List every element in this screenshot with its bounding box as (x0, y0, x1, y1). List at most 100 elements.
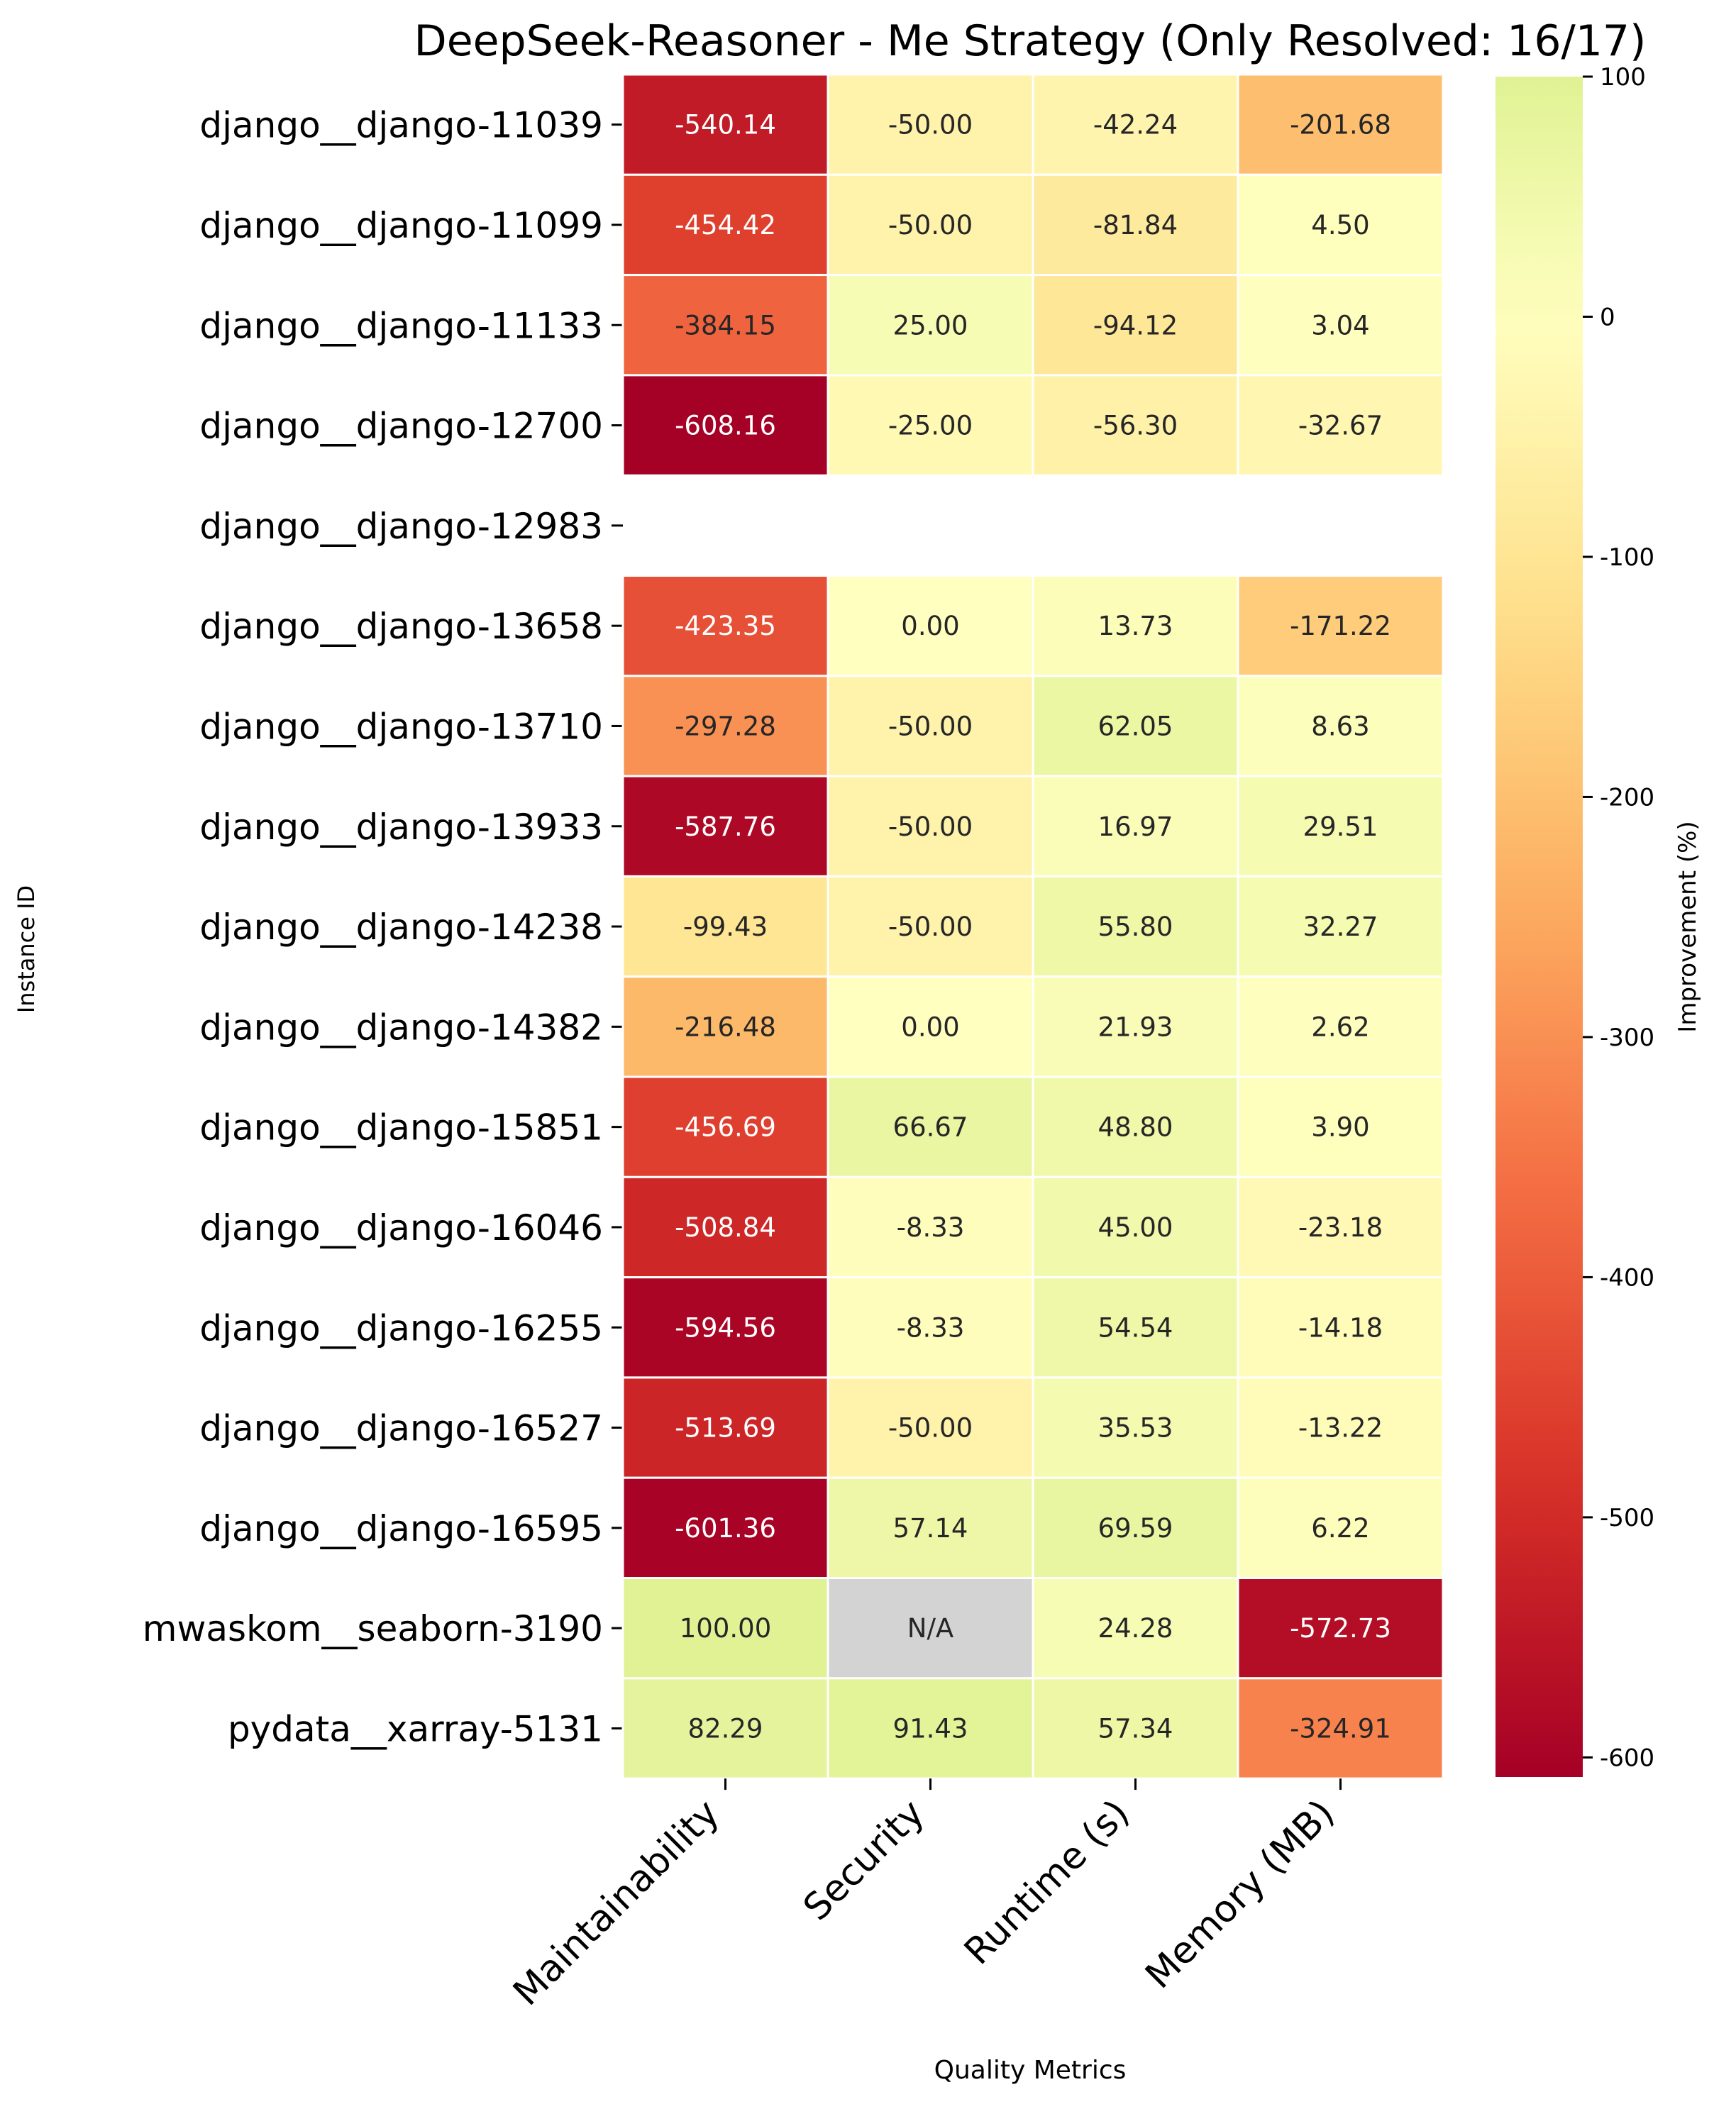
cell-value-label: -50.00 (888, 812, 973, 842)
row-label: django__django-11099 (199, 205, 603, 246)
cell-value-label: -94.12 (1093, 310, 1178, 341)
heatmap-cell (1032, 173, 1239, 277)
chart-title: DeepSeek-Reasoner - Me Strategy (Only Re… (414, 16, 1647, 66)
colorbar-tick-label: -300 (1600, 1024, 1654, 1052)
heatmap-cell (1237, 274, 1444, 377)
colorbar-tick-label: -100 (1600, 543, 1654, 572)
cell-value-label: -8.33 (897, 1212, 965, 1243)
cell-value-label: -50.00 (888, 210, 973, 240)
cell-value-label: -99.43 (683, 912, 768, 942)
cell-value-label: 69.59 (1098, 1513, 1173, 1544)
row-label: django__django-15851 (199, 1107, 603, 1148)
y-axis-title: Instance ID (13, 885, 40, 1013)
row-label: django__django-13658 (199, 606, 603, 647)
heatmap-cell (621, 975, 829, 1078)
heatmap-cell (826, 1276, 1034, 1379)
row-label: django__django-16046 (199, 1207, 603, 1249)
cell-value-label: -171.22 (1290, 611, 1391, 641)
cell-value-label: 29.51 (1303, 812, 1378, 842)
cell-value-label: 35.53 (1098, 1413, 1173, 1444)
cell-value-label: 0.00 (901, 611, 959, 641)
cell-value-label: -216.48 (675, 1012, 776, 1042)
cell-value-label: 6.22 (1311, 1513, 1369, 1544)
cell-value-label: -32.67 (1298, 411, 1383, 441)
colorbar-tick-label: -600 (1600, 1744, 1654, 1772)
heatmap-cell (1032, 1075, 1239, 1178)
colorbar: 100 0 -100 -200 -300 -400 -500 -600 Improvement … (1495, 63, 1702, 1777)
row-label: django__django-13710 (199, 706, 603, 747)
heatmap-cell (621, 374, 829, 477)
cell-value-label: 82.29 (688, 1713, 763, 1744)
column-labels: Maintainability Security Runtime (s) Memory… (505, 1792, 1342, 2014)
column-label: Memory (MB) (1137, 1792, 1342, 1997)
heatmap-cell (1032, 1276, 1239, 1379)
column-label: Security (795, 1792, 932, 1929)
colorbar-label: Improvement (%) (1674, 821, 1702, 1032)
row-label: django__django-11133 (199, 305, 603, 346)
column-label: Runtime (s) (956, 1792, 1138, 1974)
cell-value-label: -572.73 (1290, 1613, 1391, 1644)
row-label: mwaskom__seaborn-3190 (143, 1608, 603, 1649)
cell-value-label: -50.00 (888, 1413, 973, 1444)
cell-value-label: 13.73 (1098, 611, 1173, 641)
heatmap-cell (621, 1376, 829, 1479)
cell-value-label: -540.14 (675, 110, 776, 140)
colorbar-tick-label: -500 (1600, 1504, 1654, 1532)
colorbar-tick-label: 100 (1600, 63, 1646, 92)
heatmap-cell (621, 1577, 829, 1680)
cell-value-label: -324.91 (1290, 1713, 1391, 1744)
row-label: django__django-16595 (199, 1508, 603, 1549)
x-axis-title: Quality Metrics (934, 2056, 1127, 2085)
cell-value-label: -81.84 (1093, 210, 1178, 240)
row-label: django__django-16255 (199, 1307, 603, 1349)
cell-value-label: 57.14 (893, 1513, 968, 1544)
heatmap-cell (1032, 675, 1239, 777)
heatmap-cell (621, 1075, 829, 1178)
heatmap-cell (826, 1677, 1034, 1780)
row-label: django__django-11039 (199, 105, 603, 146)
cell-value-label: 48.80 (1098, 1112, 1173, 1143)
cell-value-label: -423.35 (675, 611, 776, 641)
cell-value-label: 16.97 (1098, 812, 1173, 842)
heatmap-cell (1237, 1677, 1444, 1780)
cell-value-label: -50.00 (888, 110, 973, 140)
column-label: Maintainability (505, 1792, 727, 2014)
row-label: pydata__xarray-5131 (228, 1708, 603, 1749)
cell-value-label: -601.36 (675, 1513, 776, 1544)
heatmap-cell (1237, 1476, 1444, 1579)
heatmap-cell (1237, 374, 1444, 477)
colorbar-tick-label: -200 (1600, 783, 1654, 812)
heatmap-cell (621, 675, 829, 777)
cell-value-label: -513.69 (675, 1413, 776, 1444)
cell-value-label: 0.00 (901, 1012, 959, 1042)
cell-value-label: 66.67 (893, 1112, 968, 1143)
cell-value-label: -23.18 (1298, 1212, 1383, 1243)
heatmap-cell (621, 1476, 829, 1579)
cell-value-label: 32.27 (1303, 912, 1378, 942)
row-labels: django__django-11039 django__django-11099… (143, 105, 603, 1750)
cell-value-label: 3.04 (1311, 310, 1369, 341)
heatmap-cell (1237, 875, 1444, 978)
heatmap-cell (621, 274, 829, 377)
row-label: django__django-16527 (199, 1408, 603, 1449)
heatmap-cell (826, 775, 1034, 878)
heatmap-cell (826, 675, 1034, 777)
cell-value-label: 24.28 (1098, 1613, 1173, 1644)
heatmap-cell (621, 1175, 829, 1279)
heatmap-cell (1032, 875, 1239, 978)
heatmap-cell (1032, 1577, 1239, 1680)
cell-value-label: 45.00 (1098, 1212, 1173, 1243)
heatmap-grid: -540.14 -50.00 -42.24 -201.68 -454.42 -50.00 -… (612, 73, 1444, 1790)
heatmap-cell (826, 1376, 1034, 1479)
cell-value-label: 54.54 (1098, 1312, 1173, 1343)
cell-value-label: 62.05 (1098, 711, 1173, 741)
row-label: django__django-12700 (199, 406, 603, 447)
cell-value-label: 21.93 (1098, 1012, 1173, 1042)
cell-value-label: -25.00 (888, 411, 973, 441)
cell-value-label: 57.34 (1098, 1713, 1173, 1744)
cell-value-label: N/A (907, 1613, 953, 1644)
row-label: django__django-14238 (199, 907, 603, 948)
heatmap-cell (1032, 775, 1239, 878)
heatmap-cell (1237, 575, 1444, 677)
